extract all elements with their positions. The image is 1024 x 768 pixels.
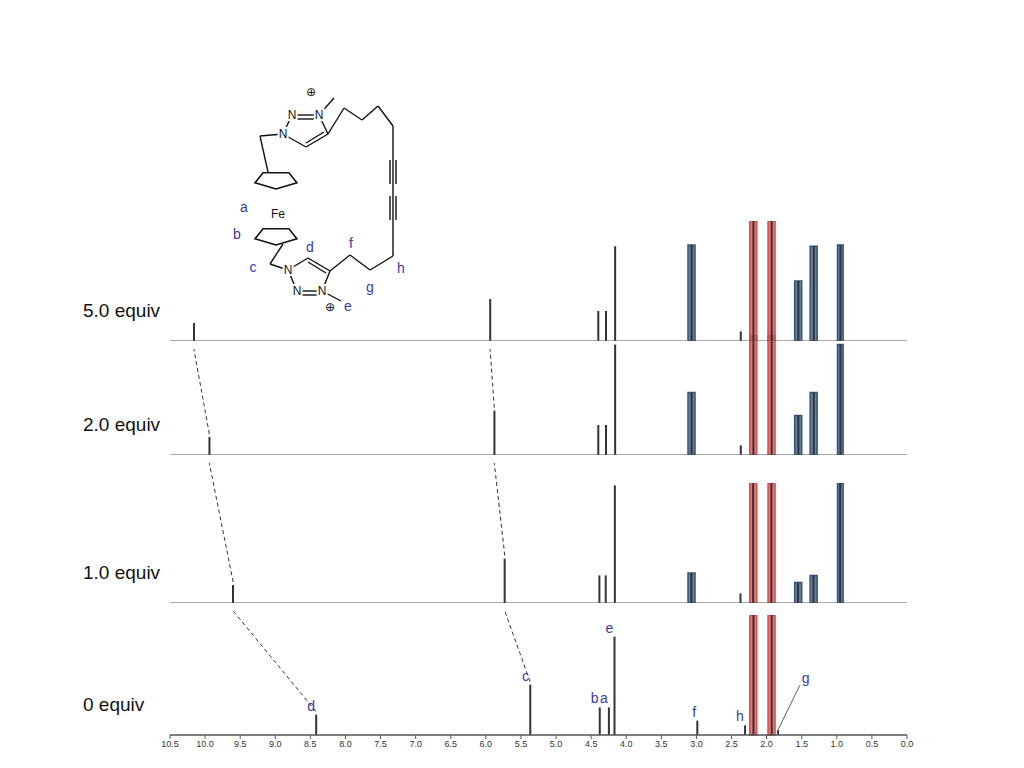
svg-text:Fe: Fe [271,207,285,221]
svg-text:b: b [591,690,599,706]
svg-text:b: b [233,226,241,242]
svg-text:N: N [284,263,293,277]
html-text:0 equiv: 0 equiv [83,694,145,715]
svg-text:6.0: 6.0 [480,739,493,749]
svg-text:c: c [522,668,529,684]
svg-text:N: N [279,127,288,141]
svg-text:5.5: 5.5 [515,739,528,749]
svg-text:2.0: 2.0 [760,739,773,749]
svg-text:9.5: 9.5 [234,739,247,749]
svg-text:N: N [315,108,324,122]
svg-text:d: d [306,239,314,255]
html-text:2.0 equiv: 2.0 equiv [83,414,161,435]
svg-text:5.0: 5.0 [550,739,563,749]
svg-text:N: N [293,284,302,298]
svg-text:0.5: 0.5 [866,739,879,749]
svg-text:1.5: 1.5 [795,739,808,749]
svg-text:d: d [307,698,315,714]
svg-text:4.0: 4.0 [620,739,633,749]
svg-text:⊕: ⊕ [325,300,335,314]
svg-text:7.0: 7.0 [409,739,422,749]
svg-text:f: f [692,704,696,720]
html-text:1.0 equiv: 1.0 equiv [83,562,161,583]
svg-text:7.5: 7.5 [374,739,387,749]
svg-text:e: e [344,298,352,314]
svg-text:h: h [397,260,405,276]
svg-text:3.5: 3.5 [655,739,668,749]
svg-text:8.0: 8.0 [339,739,352,749]
svg-text:3.0: 3.0 [690,739,703,749]
svg-text:⊕: ⊕ [306,85,316,99]
svg-text:10.5: 10.5 [161,739,179,749]
svg-text:8.5: 8.5 [304,739,317,749]
svg-text:2.5: 2.5 [725,739,738,749]
svg-text:0.0: 0.0 [901,739,914,749]
html-text:5.0 equiv: 5.0 equiv [83,300,161,321]
svg-text:4.5: 4.5 [585,739,598,749]
svg-text:a: a [240,199,248,215]
svg-text:g: g [802,670,810,686]
svg-text:c: c [250,259,257,275]
svg-text:10.0: 10.0 [196,739,214,749]
svg-text:g: g [366,279,374,295]
svg-text:e: e [606,620,614,636]
svg-text:6.5: 6.5 [445,739,458,749]
svg-text:a: a [600,690,608,706]
svg-text:9.0: 9.0 [269,739,282,749]
svg-text:h: h [736,708,744,724]
svg-text:1.0: 1.0 [831,739,844,749]
svg-text:N: N [288,108,297,122]
svg-text:N: N [318,284,327,298]
svg-text:f: f [349,235,353,251]
